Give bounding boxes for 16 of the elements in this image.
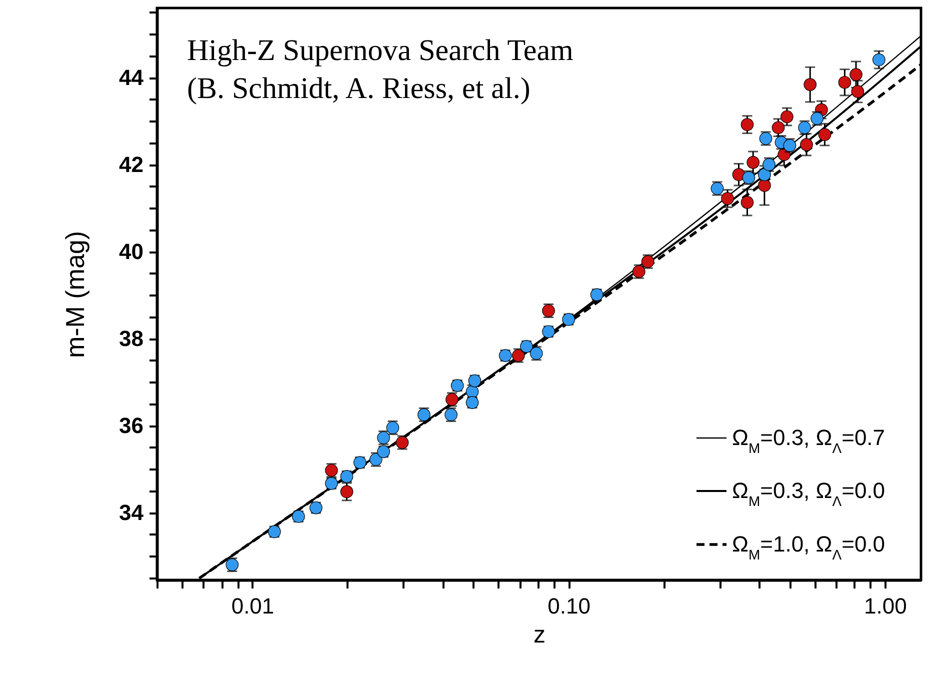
legend-label: Ω$_{M}$=0.3, Ω$_{Λ}$=0.0 — [732, 478, 886, 509]
y-tick-label: 34 — [119, 500, 144, 526]
y-tick-label: 40 — [119, 239, 144, 264]
x-tick-label: 1.00 — [864, 594, 907, 618]
y-tick-label: 36 — [119, 413, 144, 438]
legend-label: Ω$_{M}$=1.0, Ω$_{Λ}$=0.0 — [732, 532, 886, 562]
x-axis-title: z — [534, 622, 546, 648]
x-tick-label: 0.01 — [231, 594, 274, 618]
x-tick-label: 0.10 — [548, 594, 591, 618]
y-tick-label: 38 — [119, 326, 144, 352]
annotation: (B. Schmidt, A. Riess, et al.) — [187, 72, 530, 105]
annotation: High-Z Supernova Search Team — [187, 34, 574, 67]
y-axis-title: m-M (mag) — [60, 230, 90, 358]
y-tick-label: 44 — [119, 65, 144, 90]
legend-label: Ω$_{M}$=0.3, Ω$_{Λ}$=0.7 — [732, 425, 886, 456]
y-tick-label: 42 — [119, 152, 144, 178]
